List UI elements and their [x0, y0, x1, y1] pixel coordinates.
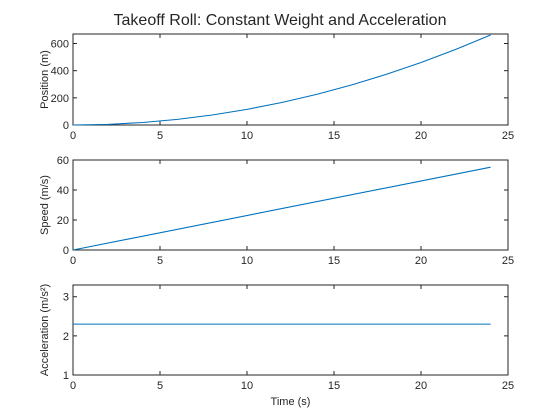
x-tick-label: 20	[415, 130, 427, 142]
y-axis-label: Speed (m/s)	[39, 175, 51, 235]
x-tick-label: 5	[157, 130, 163, 142]
x-tick-label: 20	[415, 380, 427, 392]
x-tick-label: 0	[70, 380, 76, 392]
axes-box	[72, 33, 509, 126]
x-tick-label: 10	[241, 380, 253, 392]
y-tick-label: 2	[63, 331, 69, 343]
x-tick-label: 5	[157, 380, 163, 392]
x-tick-label: 15	[328, 255, 340, 267]
series-line	[72, 166, 491, 251]
figure-title: Takeoff Roll: Constant Weight and Accele…	[114, 12, 447, 29]
subplot-3: 0 5 10 15 20 25 1 2 3 Acceleration (m/s²) Time (s)	[39, 284, 514, 408]
x-tick-label: 25	[502, 255, 514, 267]
y-axis-label: Position (m)	[39, 50, 51, 109]
x-tick-label: 0	[70, 255, 76, 267]
y-tick-label: 0	[63, 120, 69, 132]
y-tick-label: 200	[51, 93, 69, 105]
y-axis-label: Acceleration (m/s²)	[39, 284, 51, 376]
subplot-2: 0 5 10 15 20 25 0 20 40 60 Speed (m/s)	[39, 155, 514, 267]
y-tick-label: 40	[57, 185, 69, 197]
x-tick-label: 0	[70, 130, 76, 142]
y-tick-label: 1	[63, 370, 69, 382]
y-tick-label: 0	[63, 245, 69, 257]
x-axis-label: Time (s)	[271, 396, 311, 408]
y-tick-label: 60	[57, 155, 69, 167]
x-tick-label: 10	[241, 255, 253, 267]
y-tick-label: 3	[63, 292, 69, 304]
x-tick-label: 15	[328, 380, 340, 392]
y-tick-label: 600	[51, 39, 69, 51]
x-tick-label: 5	[157, 255, 163, 267]
x-tick-label: 20	[415, 255, 427, 267]
x-tick-label: 10	[241, 130, 253, 142]
x-tick-label: 25	[502, 380, 514, 392]
axes-box	[72, 284, 509, 376]
series-line	[72, 34, 491, 126]
y-tick-label: 400	[51, 66, 69, 78]
axes-box	[72, 159, 509, 251]
x-tick-label: 15	[328, 130, 340, 142]
x-tick-label: 25	[502, 130, 514, 142]
y-tick-label: 20	[57, 215, 69, 227]
